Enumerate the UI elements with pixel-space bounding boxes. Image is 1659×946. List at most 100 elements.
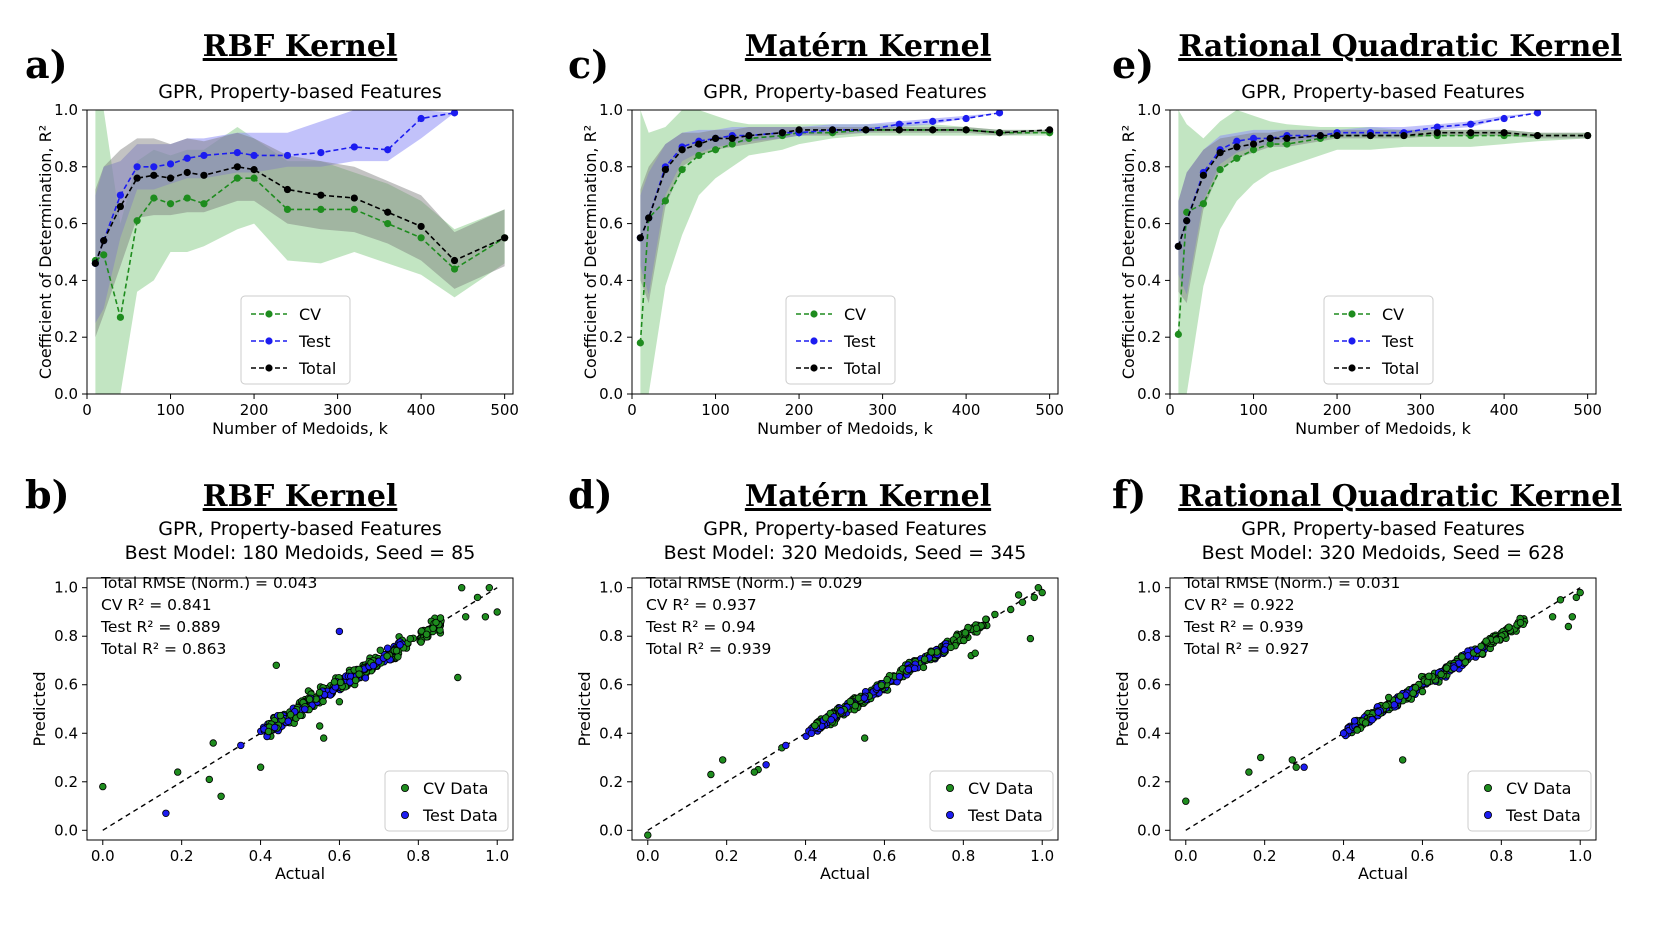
plot-title: GPR, Property-based Features [703, 518, 986, 540]
data-point-test [166, 160, 175, 168]
data-point-cv [166, 200, 175, 208]
data-point-total [728, 134, 736, 142]
data-point-test [317, 149, 325, 157]
data-point-cv [283, 205, 292, 213]
cv-data-point [458, 583, 466, 592]
cv-data-point [1576, 588, 1584, 597]
y-tick-label: 0.2 [599, 328, 623, 346]
data-point-total [1316, 131, 1324, 140]
cv-data-point [960, 636, 968, 645]
cv-data-point [272, 661, 280, 669]
data-point-total [1183, 217, 1191, 225]
test-data-point [396, 641, 404, 649]
data-point-total [317, 191, 325, 199]
legend-frame [1323, 295, 1434, 385]
legend-frame [384, 770, 509, 832]
cv-data-point [429, 624, 437, 632]
cv-data-point [1516, 619, 1525, 627]
x-tick-label: 500 [1573, 401, 1602, 419]
x-tick-label: 200 [240, 401, 269, 419]
y-tick-label: 0.0 [54, 385, 78, 403]
plot-frame [86, 577, 514, 841]
scatter-chart-b: 0.0 0.2 0.4 0.6 0.8 1.0 0.0 0.2 0.4 0.6 0.8 1.0 GPR,… [30, 518, 514, 883]
x-tick-label: 300 [1406, 401, 1435, 419]
legend-marker-test [265, 337, 273, 345]
data-point-total [661, 166, 670, 174]
y-tick-label: 1.0 [54, 579, 78, 597]
legend-label-test: Test [843, 332, 876, 351]
metric-annotation: Total RMSE (Norm.) = 0.029 [645, 574, 862, 592]
cv-data-point [1482, 637, 1490, 645]
y-tick-label: 0.8 [1137, 627, 1161, 645]
cv-data-point [1398, 756, 1407, 764]
cv-data-point [1477, 642, 1485, 650]
cv-data-point [750, 768, 758, 776]
x-tick-label: 100 [156, 401, 185, 419]
cv-data-point [920, 655, 929, 663]
x-tick-label: 0.0 [91, 847, 115, 865]
test-data-point [904, 665, 913, 674]
cv-data-point [961, 629, 969, 637]
x-tick-label: 1.0 [1030, 847, 1054, 865]
test-data-point [301, 705, 309, 713]
data-point-cv [417, 234, 425, 242]
plot-frame [86, 109, 514, 395]
data-point-total [1216, 149, 1224, 157]
legend-marker [400, 783, 409, 792]
data-point-total [929, 126, 937, 134]
data-point-total [183, 168, 191, 177]
series-line-cv [1177, 134, 1588, 335]
band-total [1178, 129, 1588, 304]
cv-data-point [315, 688, 324, 697]
data-point-test [995, 110, 1004, 117]
y-tick-label: 0.2 [54, 328, 78, 346]
data-point-total [778, 129, 786, 137]
cv-data-point [982, 615, 990, 623]
legend-label: CV Data [1506, 779, 1571, 798]
cv-data-point [811, 721, 819, 730]
legend-marker [945, 783, 954, 792]
cv-data-point [991, 610, 999, 619]
x-tick-label: 100 [1239, 401, 1268, 419]
cv-data-point [319, 697, 327, 706]
cv-data-point [383, 652, 391, 660]
data-point-test [1249, 134, 1258, 142]
kernel-title-b: RBF Kernel [203, 479, 398, 514]
x-tick-label: 1.0 [485, 847, 509, 865]
data-point-total [795, 126, 803, 134]
test-data-point [1450, 664, 1458, 672]
data-point-total [1584, 131, 1592, 140]
cv-data-point [846, 697, 854, 706]
test-data-point [284, 717, 292, 725]
data-point-cv [200, 200, 208, 208]
data-point-test [350, 143, 358, 151]
cv-data-point [1034, 583, 1042, 592]
test-data-point [361, 674, 370, 682]
data-point-total [1266, 134, 1274, 142]
x-tick-label: 0 [1165, 401, 1175, 419]
data-point-cv [678, 166, 686, 174]
cv-data-point [286, 710, 295, 719]
cv-data-point [376, 646, 384, 654]
metric-annotation: Total R² = 0.939 [645, 640, 771, 658]
cv-data-point [335, 697, 344, 706]
legend-label-test: Test [1381, 332, 1414, 351]
data-point-test [450, 110, 459, 117]
legend: CV Data Test Data [1467, 770, 1592, 832]
legend-marker-total [265, 364, 273, 372]
y-tick-label: 1.0 [1137, 579, 1161, 597]
cv-data-point [1505, 623, 1513, 631]
x-tick-label: 0 [82, 401, 92, 419]
x-tick-label: 1.0 [1568, 847, 1592, 865]
test-data-point [335, 627, 344, 636]
y-axis-label: Coefficient of Determination, R² [1119, 125, 1138, 379]
cv-data-point [454, 673, 462, 682]
legend-label-total: Total [843, 359, 881, 378]
x-tick-label: 300 [868, 401, 897, 419]
metric-annotation: CV R² = 0.937 [646, 596, 757, 614]
cv-data-point [422, 630, 431, 638]
plot-frame [1169, 109, 1597, 395]
x-tick-label: 500 [1035, 401, 1064, 419]
y-tick-label: 1.0 [54, 101, 78, 119]
